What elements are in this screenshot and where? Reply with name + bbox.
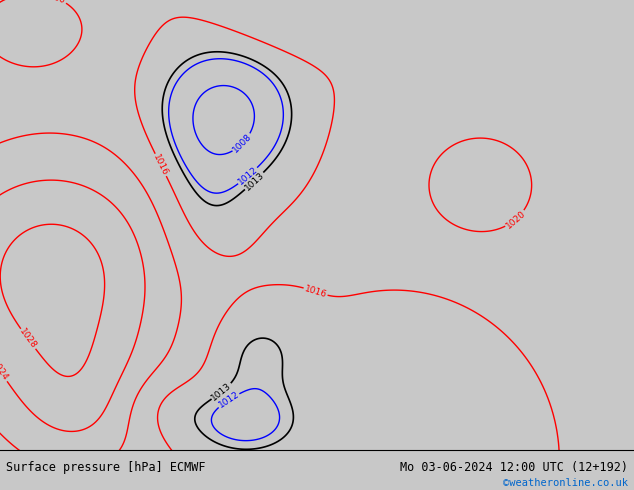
Text: 1020: 1020 [504, 208, 527, 230]
Text: 1012: 1012 [236, 165, 259, 187]
Text: ©weatheronline.co.uk: ©weatheronline.co.uk [503, 478, 628, 488]
Text: 1016: 1016 [152, 152, 170, 177]
Text: 1028: 1028 [18, 327, 39, 351]
Text: 1012: 1012 [217, 390, 241, 410]
Text: 1013: 1013 [243, 170, 266, 192]
Text: 1024: 1024 [0, 359, 10, 383]
Text: 1008: 1008 [231, 132, 254, 155]
Text: Surface pressure [hPa] ECMWF: Surface pressure [hPa] ECMWF [6, 461, 206, 474]
Text: Mo 03-06-2024 12:00 UTC (12+192): Mo 03-06-2024 12:00 UTC (12+192) [399, 461, 628, 474]
Text: 1013: 1013 [210, 381, 233, 402]
Text: 1020: 1020 [42, 0, 67, 6]
Text: 1016: 1016 [303, 284, 328, 299]
